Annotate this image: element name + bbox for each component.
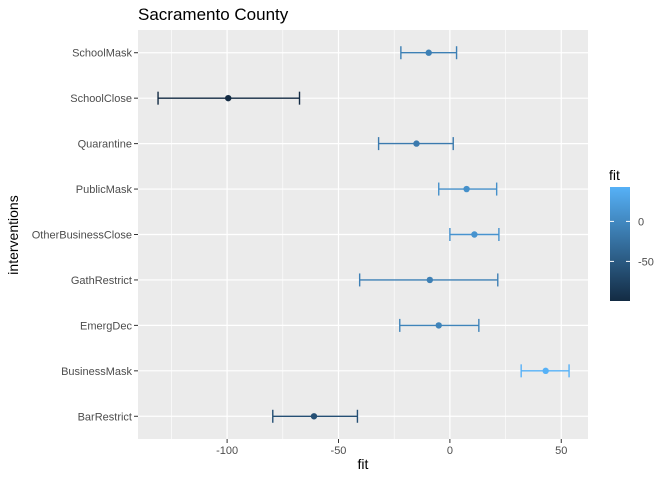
errorbar-OtherBusinessClose [449, 228, 500, 241]
legend-tick-label: -50 [638, 256, 654, 268]
legend: fit 0 -50 [609, 167, 654, 301]
fit-point [542, 367, 549, 375]
chart-title: Sacramento County [138, 5, 289, 24]
fit-point [435, 322, 442, 329]
y-tick-label: BarRestrict [78, 411, 132, 423]
fit-point [425, 49, 432, 56]
y-axis-title: interventions [5, 195, 21, 274]
y-tick-label: Quarantine [78, 139, 132, 151]
errorbar-BarRestrict [272, 409, 359, 423]
errorbar-BusinessMask [520, 364, 570, 378]
colorbar [610, 187, 630, 301]
legend-title: fit [609, 167, 620, 183]
x-tick-label: -50 [331, 445, 347, 457]
x-tick-label: 50 [555, 445, 567, 457]
y-tick-label: PublicMask [76, 184, 133, 196]
errorbar-SchoolMask [400, 46, 458, 60]
fit-point [310, 413, 318, 420]
error-bars [157, 46, 570, 423]
legend-tick-label: 0 [638, 216, 644, 228]
fit-point [225, 94, 232, 102]
axis-ticks: -100 -50 0 50 SchoolMask SchoolClose Quarantin… [32, 48, 568, 457]
errorbar-SchoolClose [157, 91, 301, 105]
errorbar-GathRestrict [358, 273, 499, 287]
fit-point [413, 140, 420, 147]
y-tick-label: BusinessMask [61, 366, 132, 378]
x-axis-title: fit [358, 456, 369, 472]
y-tick-label: OtherBusinessClose [32, 230, 132, 242]
x-tick-label: 0 [447, 445, 453, 457]
y-tick-label: GathRestrict [71, 275, 132, 287]
y-tick-label: EmergDec [80, 320, 132, 332]
errorbar-Quarantine [377, 137, 454, 151]
errorbar-EmergDec [399, 318, 480, 332]
fit-point [463, 185, 470, 193]
errorbar-PublicMask [438, 182, 498, 196]
fit-point [471, 231, 478, 238]
x-tick-label: -100 [216, 445, 238, 457]
y-tick-label: SchoolMask [72, 48, 132, 60]
y-tick-label: SchoolClose [70, 93, 132, 105]
fit-point [426, 276, 434, 284]
